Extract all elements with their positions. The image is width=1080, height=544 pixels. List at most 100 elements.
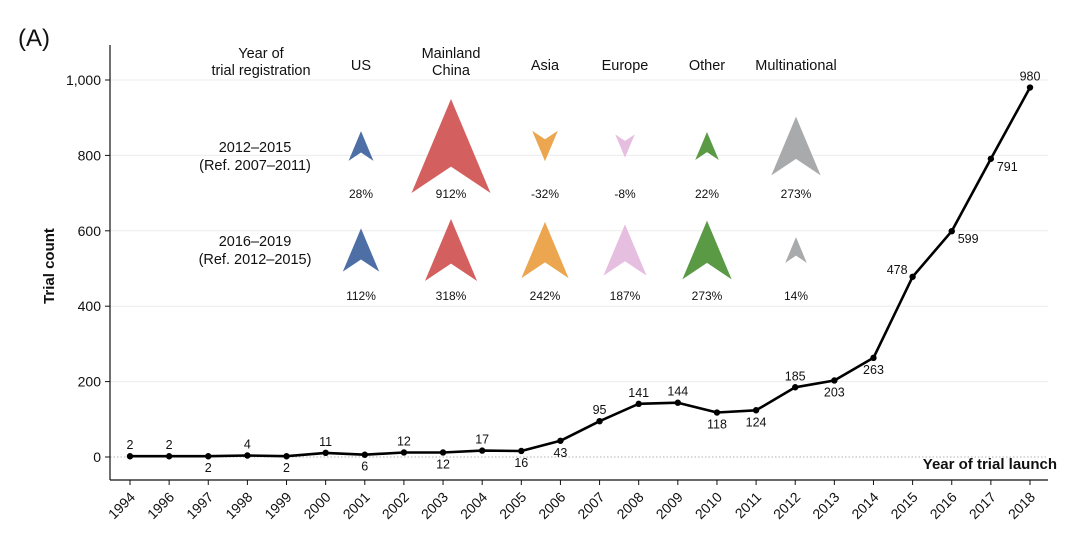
x-tick-label: 2007 [574, 489, 607, 522]
trial-series: 2 2 2 4 2 11 6 12 12 17 16 43 95 141 144 118 124 185 203 26… [127, 70, 1041, 476]
data-point [518, 447, 525, 455]
growth-arrow-icon [424, 218, 478, 282]
x-tick-label: 2001 [340, 489, 373, 522]
growth-percent-label: 273% [781, 187, 812, 201]
inset-row-label: 2012–2015 (Ref. 2007–2011) [199, 140, 311, 174]
data-point [948, 227, 955, 235]
data-point [165, 453, 173, 460]
inset-column-header: Mainland China [422, 46, 481, 79]
x-tick-label: 1998 [222, 489, 255, 522]
x-tick-label: 2009 [653, 489, 686, 522]
data-label: 478 [887, 263, 908, 277]
growth-percent-label: 28% [349, 187, 373, 201]
x-tick-label: 2014 [848, 489, 881, 522]
inset-column-header: Other [689, 58, 725, 74]
data-label: 118 [707, 418, 727, 432]
data-point [557, 437, 564, 444]
y-tick-label: 0 [93, 449, 101, 465]
y-tick-label: 800 [78, 147, 102, 163]
growth-arrow-icon [411, 99, 491, 193]
y-tick-label: 200 [78, 374, 102, 390]
growth-inset: Year of trial registration US Mainland China… [199, 46, 837, 303]
growth-percent-label: 273% [692, 289, 723, 303]
growth-arrow-icon [521, 221, 569, 279]
data-point [792, 384, 799, 391]
data-label: 17 [475, 433, 489, 447]
growth-percent-label: 14% [784, 289, 808, 303]
growth-arrow-icon [532, 130, 558, 162]
data-point [713, 409, 721, 416]
data-label: 144 [667, 385, 688, 399]
y-tick-label: 1,000 [66, 72, 101, 88]
data-point [596, 417, 603, 425]
x-tick-label: 2013 [809, 489, 842, 522]
growth-percent-label: -8% [614, 187, 636, 201]
x-tick-label: 2011 [732, 489, 765, 522]
panel-label: (A) [18, 25, 50, 52]
y-tick-label: 600 [78, 223, 102, 239]
data-point [987, 155, 995, 162]
x-tick-label: 2002 [379, 489, 412, 522]
x-tick-label: 2017 [966, 489, 999, 522]
data-label: 12 [436, 457, 450, 471]
data-label: 791 [997, 160, 1018, 174]
data-point [439, 449, 447, 456]
growth-percent-label: 112% [346, 289, 376, 303]
data-label: 16 [514, 456, 528, 470]
growth-percent-label: 242% [530, 289, 561, 303]
data-point [831, 377, 838, 384]
growth-arrow-icon [785, 237, 807, 263]
growth-arrow-icon [348, 131, 374, 161]
growth-arrow-icon [695, 131, 719, 161]
data-point [205, 453, 212, 460]
data-label: 4 [244, 437, 251, 451]
data-label: 2 [127, 438, 134, 452]
x-tick-label: 2003 [418, 489, 451, 522]
data-label: 263 [863, 363, 884, 377]
data-point [400, 449, 408, 456]
x-tick-label: 2016 [927, 489, 960, 522]
growth-percent-label: 187% [610, 289, 641, 303]
growth-arrow-icon [603, 224, 647, 276]
inset-row-header: Year of trial registration [211, 46, 310, 79]
inset-column-header: Asia [531, 58, 560, 74]
inset-row-label: 2016–2019 (Ref. 2012–2015) [199, 234, 312, 268]
data-label: 124 [746, 415, 767, 429]
data-point [126, 453, 134, 460]
series-line [130, 86, 1032, 458]
data-label: 11 [319, 435, 332, 449]
x-tick-label: 2000 [300, 489, 333, 522]
data-point [635, 400, 642, 408]
data-point [752, 407, 760, 414]
data-point [478, 447, 486, 454]
data-label: 185 [785, 369, 806, 383]
growth-percent-label: 912% [436, 187, 467, 201]
data-label: 2 [283, 461, 290, 475]
x-tick-label: 1996 [144, 489, 177, 522]
growth-arrow-icon [615, 134, 635, 158]
data-point [283, 453, 290, 460]
x-tick-label: 2010 [692, 489, 725, 522]
x-tick-label: 2008 [613, 489, 646, 522]
data-label: 43 [553, 446, 567, 460]
inset-column-header: Europe [602, 58, 649, 74]
data-label: 599 [958, 232, 979, 246]
x-tick-label: 1994 [105, 489, 138, 522]
growth-arrow-icon [771, 116, 821, 176]
y-tick-label: 400 [78, 298, 102, 314]
data-point [361, 451, 368, 458]
data-point [1026, 84, 1034, 91]
data-point [909, 273, 916, 280]
x-tick-label: 2012 [770, 489, 803, 522]
data-label: 141 [628, 386, 649, 400]
data-label: 2 [166, 438, 173, 452]
data-label: 6 [361, 460, 368, 474]
x-tick-label: 2018 [1005, 489, 1038, 522]
data-label: 12 [397, 434, 411, 448]
x-tick-label: 2005 [496, 489, 529, 522]
growth-arrow-icon [342, 228, 380, 272]
growth-arrow-icon [682, 220, 732, 280]
x-axis-title: Year of trial launch [923, 456, 1057, 473]
x-tick-label: 1997 [183, 489, 216, 522]
